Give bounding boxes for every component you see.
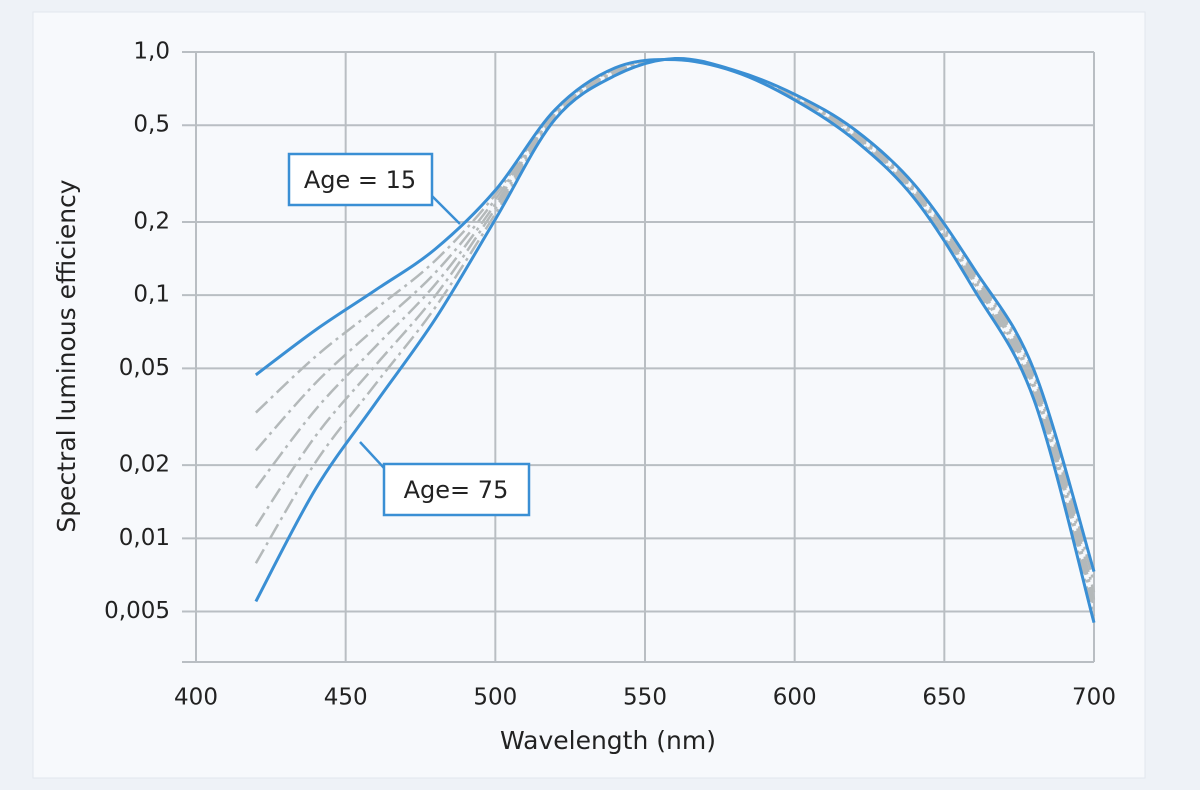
x-tick-label: 450 bbox=[324, 685, 368, 711]
y-axis-label: Spectral luminous efficiency bbox=[52, 179, 81, 532]
callout-15: Age = 15 bbox=[287, 152, 461, 225]
labels: 400 450 500 550 600 650 700 1,0 0,5 0,2 0,1 0,05 0,0… bbox=[104, 39, 1116, 711]
callout-text: Age = 15 bbox=[304, 166, 416, 194]
x-tick-label: 700 bbox=[1072, 685, 1116, 711]
x-tick-label: 550 bbox=[623, 685, 667, 711]
intermediate-line bbox=[254, 58, 1096, 608]
callout-box bbox=[287, 152, 434, 207]
y-tick-label: 0,2 bbox=[133, 208, 170, 234]
callout-pointer bbox=[359, 441, 385, 469]
lines bbox=[254, 57, 1096, 624]
series-line bbox=[254, 57, 1096, 603]
panel bbox=[32, 11, 1146, 779]
callout-box bbox=[382, 462, 531, 517]
y-tick-label: 0,02 bbox=[119, 452, 170, 478]
callout-pointer bbox=[431, 195, 461, 225]
y-tick-label: 0,1 bbox=[133, 282, 170, 308]
x-tick-label: 500 bbox=[473, 685, 517, 711]
y-tick-label: 0,5 bbox=[133, 112, 170, 138]
intermediate-line bbox=[254, 57, 1096, 600]
x-tick-label: 650 bbox=[922, 685, 966, 711]
x-axis-label: Wavelength (nm) bbox=[500, 726, 716, 755]
callout-75: Age= 75 bbox=[359, 441, 531, 517]
x-tick-label: 600 bbox=[773, 685, 817, 711]
y-tick-label: 0,05 bbox=[119, 355, 170, 381]
grid bbox=[182, 51, 1095, 663]
y-tick-label: 0,01 bbox=[119, 525, 170, 551]
y-tick-label: 1,0 bbox=[133, 39, 170, 65]
y-tick-label: 0,005 bbox=[104, 598, 170, 624]
x-tick-label: 400 bbox=[174, 685, 218, 711]
callout-text: Age= 75 bbox=[404, 476, 509, 504]
